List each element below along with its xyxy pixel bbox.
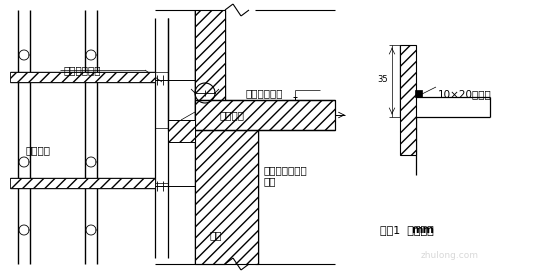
Text: 外墙: 外墙 — [210, 230, 222, 240]
Text: 穿墙螺栓与外架
拉接: 穿墙螺栓与外架 拉接 — [263, 165, 307, 187]
Bar — [415, 90, 422, 97]
Text: 35: 35 — [377, 75, 388, 84]
Bar — [400, 45, 416, 155]
Text: 内侧配木模板: 内侧配木模板 — [245, 88, 283, 98]
Text: 节点1  （单位：: 节点1 （单位： — [380, 225, 434, 235]
Text: mm: mm — [412, 225, 434, 235]
Bar — [195, 10, 225, 130]
Text: 10×20明缝条: 10×20明缝条 — [438, 89, 492, 99]
Bar — [195, 100, 335, 130]
Bar — [10, 72, 155, 82]
Bar — [195, 130, 258, 264]
Bar — [10, 178, 155, 188]
Text: zhulong.com: zhulong.com — [421, 250, 479, 259]
Text: 外脚手架: 外脚手架 — [25, 145, 50, 155]
Text: 外侧配大模板: 外侧配大模板 — [63, 65, 100, 75]
Text: 通长木方: 通长木方 — [220, 110, 245, 120]
Bar — [168, 120, 195, 142]
